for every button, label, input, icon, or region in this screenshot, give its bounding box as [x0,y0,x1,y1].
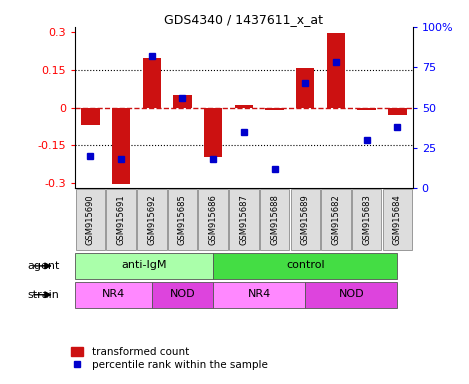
Text: NOD: NOD [339,289,364,299]
Text: GSM915691: GSM915691 [117,195,126,245]
Bar [290,189,320,250]
Bar [152,282,213,308]
Text: GSM915687: GSM915687 [239,194,249,245]
Bar [388,108,407,115]
Text: GSM915690: GSM915690 [86,195,95,245]
Bar [305,282,397,308]
Bar [383,189,412,250]
Text: GSM915692: GSM915692 [147,195,156,245]
Text: GSM915686: GSM915686 [209,194,218,245]
Bar [204,108,222,157]
Text: NOD: NOD [170,289,195,299]
Bar [137,189,166,250]
Bar [265,108,284,110]
Text: agent: agent [28,261,60,271]
Bar [260,189,289,250]
Text: NR4: NR4 [102,289,125,299]
Text: control: control [286,260,325,270]
Bar [296,68,315,108]
Bar [234,105,253,108]
Legend: transformed count, percentile rank within the sample: transformed count, percentile rank withi… [71,347,268,370]
Bar [352,189,381,250]
Bar [213,282,305,308]
Bar [143,58,161,108]
Title: GDS4340 / 1437611_x_at: GDS4340 / 1437611_x_at [164,13,324,26]
Text: GSM915682: GSM915682 [332,194,340,245]
Text: anti-IgM: anti-IgM [121,260,167,270]
Bar [168,189,197,250]
Bar [321,189,351,250]
Text: GSM915684: GSM915684 [393,194,402,245]
Bar [75,253,213,279]
Bar [213,253,397,279]
Bar [75,282,152,308]
Bar [106,189,136,250]
Bar [327,33,345,108]
Text: GSM915689: GSM915689 [301,194,310,245]
Bar [76,189,105,250]
Text: strain: strain [28,290,60,300]
Text: NR4: NR4 [248,289,271,299]
Bar [81,108,99,125]
Text: GSM915688: GSM915688 [270,194,279,245]
Text: GSM915683: GSM915683 [362,194,371,245]
Bar [173,95,192,108]
Text: GSM915685: GSM915685 [178,194,187,245]
Bar [112,108,130,184]
Bar [198,189,228,250]
Bar [357,108,376,110]
Bar [229,189,258,250]
